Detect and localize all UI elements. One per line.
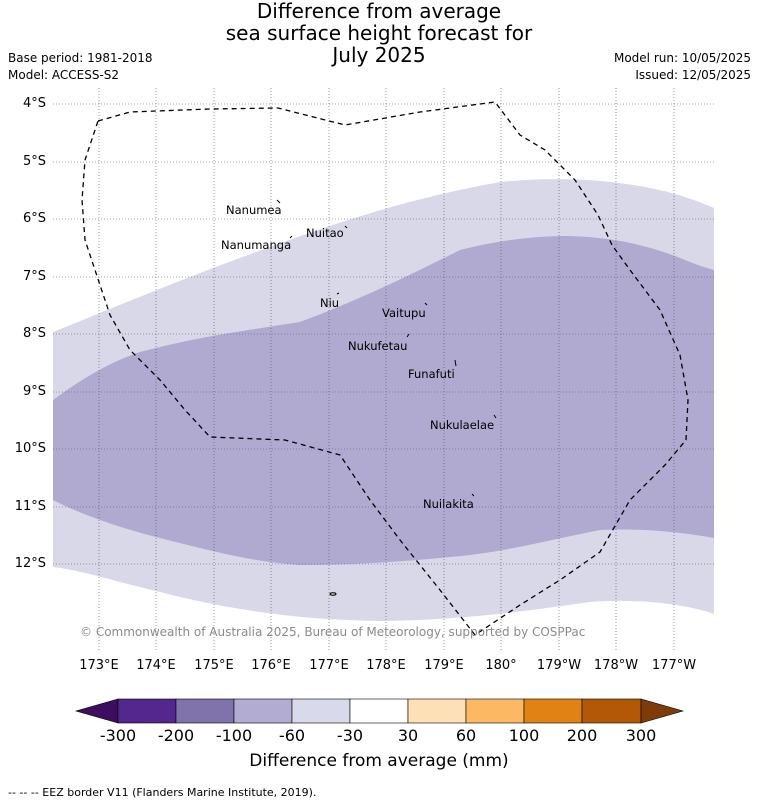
lon-label-177e: 177°E [309, 658, 349, 673]
band-mid [53, 236, 714, 565]
colorbar-label-m60: -60 [278, 726, 306, 745]
place-label-funafuti: Funafuti [408, 367, 455, 381]
colorbar-label-300: 300 [625, 726, 657, 745]
issued-date: Issued: 12/05/2025 [635, 68, 751, 82]
colorbar-label-m200: -200 [157, 726, 195, 745]
place-label-nukufetau: Nukufetau [348, 339, 408, 353]
lat-label-6s: 6°S [22, 211, 46, 226]
colorbar-label-m30: -30 [336, 726, 364, 745]
colorbar-label-30: 30 [397, 726, 419, 745]
lat-label-12s: 12°S [14, 556, 46, 571]
colorbar-seg-2 [175, 698, 235, 724]
meta-right: Model run: 10/05/2025 Issued: 12/05/2025 [614, 50, 751, 84]
lat-label-4s: 4°S [22, 96, 46, 111]
lon-label-179e: 179°E [424, 658, 464, 673]
colorbar [74, 698, 685, 724]
place-label-nanumea: Nanumea [226, 203, 282, 217]
colorbar-label-m100: -100 [215, 726, 253, 745]
title-line-1: Difference from average [256, 0, 502, 23]
colorbar-low-arrow [74, 698, 119, 724]
lat-label-10s: 10°S [14, 441, 46, 456]
colorbar-label-200: 200 [566, 726, 598, 745]
lon-label-173e: 173°E [79, 658, 119, 673]
eez-legend-note: -- -- -- EEZ border V11 (Flanders Marine… [8, 786, 317, 799]
lat-label-5s: 5°S [22, 154, 46, 169]
title-line-3: July 2025 [332, 43, 426, 67]
lon-label-178e: 178°E [366, 658, 406, 673]
colorbar-seg-6 [407, 698, 467, 724]
model-run: Model run: 10/05/2025 [613, 51, 751, 65]
place-label-nuilakita: Nuilakita [423, 497, 474, 511]
colorbar-seg-7 [465, 698, 525, 724]
lon-label-174e: 174°E [136, 658, 176, 673]
lat-label-7s: 7°S [22, 269, 46, 284]
lon-label-177w: 177°W [651, 658, 697, 673]
lat-label-8s: 8°S [22, 326, 46, 341]
colorbar-label-m300: -300 [99, 726, 137, 745]
colorbar-seg-5 [349, 698, 409, 724]
lon-label-178w: 178°W [593, 658, 639, 673]
lat-label-9s: 9°S [22, 384, 46, 399]
lon-label-176e: 176°E [251, 658, 291, 673]
place-label-nanumanga: Nanumanga [221, 238, 292, 252]
lon-label-175e: 175°E [194, 658, 234, 673]
base-period: Base period: 1981-2018 [8, 51, 153, 65]
lon-label-179w: 179°W [536, 658, 582, 673]
model-name: Model: ACCESS-S2 [8, 68, 120, 82]
lat-label-11s: 11°S [14, 499, 46, 514]
place-label-nukulaelae: Nukulaelae [430, 418, 495, 432]
lon-label-180: 180° [485, 658, 517, 673]
copyright-notice: © Commonwealth of Australia 2025, Bureau… [80, 625, 586, 639]
place-label-vaitupu: Vaitupu [382, 306, 426, 320]
colorbar-seg-1 [117, 698, 177, 724]
eez-border [81, 101, 689, 636]
colorbar-seg-8 [523, 698, 583, 724]
title-line-2: sea surface height forecast for [225, 21, 533, 45]
colorbar-label-100: 100 [508, 726, 540, 745]
colorbar-label-60: 60 [455, 726, 477, 745]
gridlines [53, 88, 714, 650]
map-title: Difference from average sea surface heig… [0, 0, 758, 66]
colorbar-seg-3 [233, 698, 293, 724]
place-label-niu: Niu [320, 296, 340, 310]
colorbar-seg-9 [581, 698, 642, 724]
colorbar-high-arrow [640, 698, 685, 724]
place-label-nuitao: Nuitao [306, 226, 344, 240]
colorbar-seg-4 [291, 698, 351, 724]
island-marks [276, 199, 497, 596]
colorbar-title: Difference from average (mm) [249, 751, 509, 771]
meta-left: Base period: 1981-2018 Model: ACCESS-S2 [8, 50, 153, 84]
